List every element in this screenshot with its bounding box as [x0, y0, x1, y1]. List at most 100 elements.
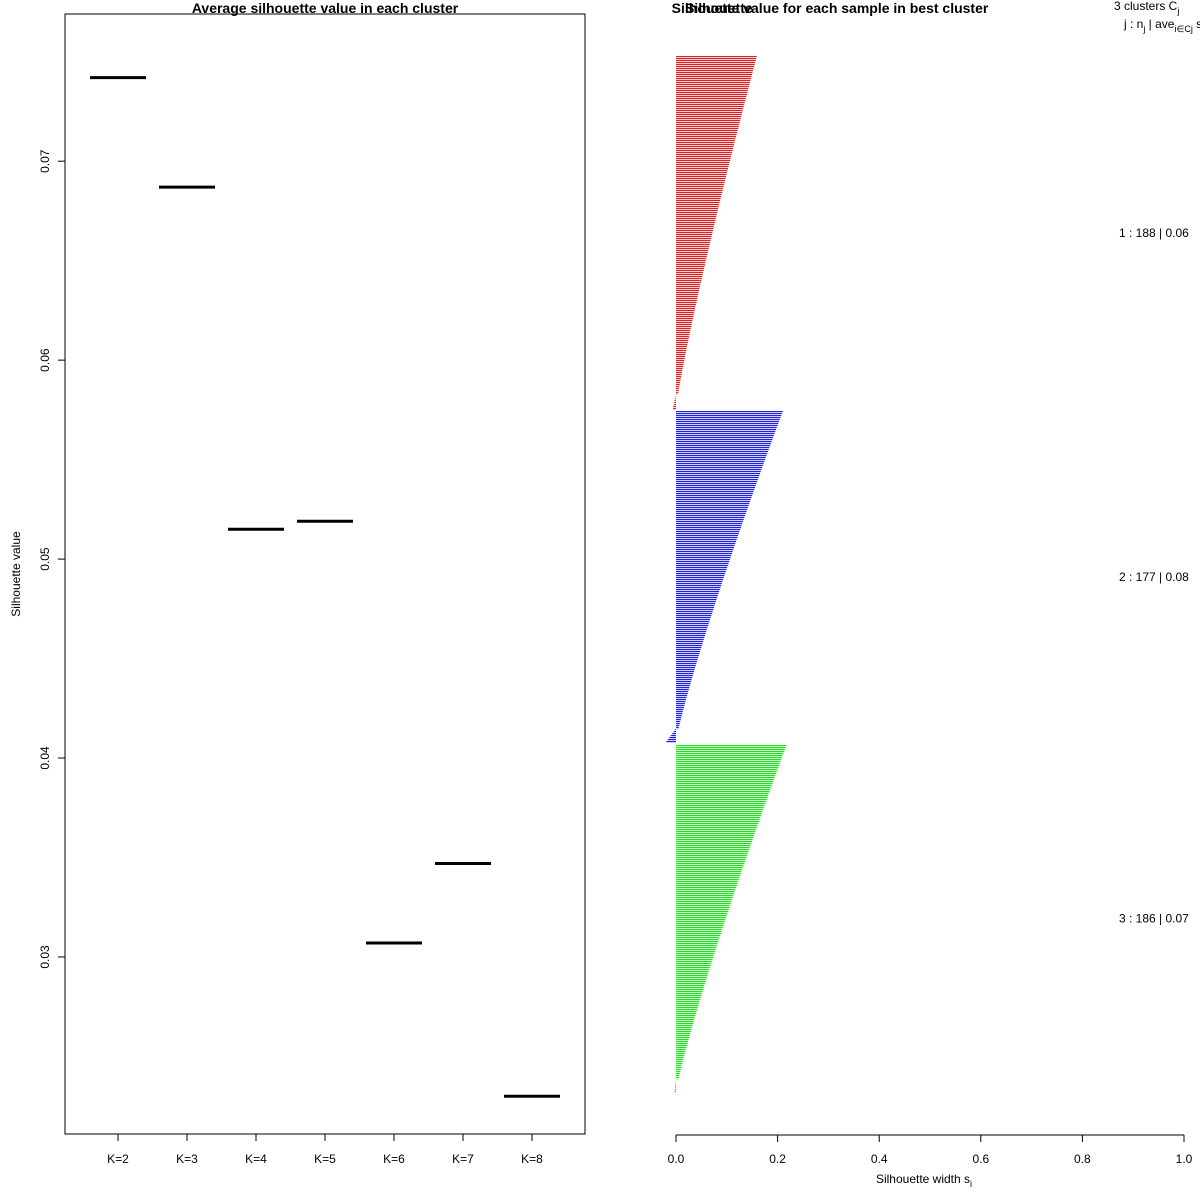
silhouette-bar-cluster-3	[676, 845, 751, 847]
silhouette-bar-cluster-2	[676, 513, 746, 515]
silhouette-bar-cluster-1	[676, 344, 688, 346]
left-chart: Average silhouette value in each cluster…	[9, 0, 586, 1166]
silhouette-bar-cluster-2	[676, 717, 682, 719]
silhouette-bar-cluster-1	[676, 56, 757, 58]
silhouette-bar-cluster-1	[676, 176, 727, 178]
silhouette-bar-cluster-1	[676, 284, 701, 286]
silhouette-bar-cluster-1	[676, 240, 711, 242]
silhouette-bar-cluster-2	[676, 613, 712, 615]
silhouette-bar-cluster-3	[676, 911, 729, 913]
silhouette-bar-cluster-1	[676, 72, 753, 74]
silhouette-bar-cluster-2	[676, 457, 766, 459]
silhouette-bar-cluster-2	[676, 555, 732, 557]
silhouette-bar-cluster-3	[676, 1015, 696, 1017]
silhouette-bar-cluster-1	[676, 70, 754, 72]
silhouette-bar-cluster-3	[676, 935, 721, 937]
silhouette-bar-cluster-1	[676, 378, 681, 380]
silhouette-bar-cluster-1	[676, 242, 711, 244]
silhouette-bar-cluster-2	[676, 691, 689, 693]
right-x-tick-label: 0.8	[1074, 1152, 1091, 1166]
silhouette-bar-cluster-3	[676, 895, 734, 897]
silhouette-bar-cluster-1	[676, 224, 715, 226]
silhouette-bar-cluster-1	[676, 244, 710, 246]
silhouette-bar-cluster-3	[675, 1083, 676, 1085]
silhouette-bar-cluster-2	[676, 689, 689, 691]
silhouette-bar-cluster-3	[676, 831, 756, 833]
silhouette-bar-cluster-1	[676, 208, 719, 210]
silhouette-bar-cluster-1	[676, 110, 743, 112]
silhouette-bar-cluster-2	[676, 567, 728, 569]
silhouette-bar-cluster-2	[676, 471, 761, 473]
silhouette-bar-cluster-1	[676, 356, 685, 358]
silhouette-bar-cluster-2	[676, 607, 714, 609]
silhouette-bar-cluster-3	[676, 993, 702, 995]
silhouette-bar-cluster-3	[676, 779, 774, 781]
silhouette-bar-cluster-3	[676, 969, 710, 971]
legend-header-line2: j : n	[1123, 17, 1143, 31]
silhouette-bar-cluster-1	[676, 146, 734, 148]
silhouette-bar-cluster-3	[676, 903, 731, 905]
silhouette-bar-cluster-2	[676, 623, 709, 625]
silhouette-bar-cluster-1	[676, 122, 740, 124]
silhouette-bar-cluster-3	[676, 937, 720, 939]
silhouette-bar-cluster-2	[676, 551, 733, 553]
silhouette-bar-cluster-2	[672, 733, 676, 735]
silhouette-bar-cluster-3	[676, 797, 768, 799]
silhouette-bar-cluster-3	[676, 751, 785, 753]
silhouette-bar-cluster-1	[676, 332, 690, 334]
silhouette-bar-cluster-2	[676, 701, 686, 703]
silhouette-bar-cluster-2	[676, 475, 760, 477]
silhouette-bar-cluster-1	[676, 124, 740, 126]
silhouette-bar-cluster-2	[676, 459, 766, 461]
silhouette-bar-cluster-2	[676, 521, 743, 523]
silhouette-bar-cluster-2	[676, 511, 747, 513]
silhouette-bar-cluster-3	[676, 975, 708, 977]
silhouette-bar-cluster-1	[676, 388, 680, 390]
silhouette-bar-cluster-3	[676, 919, 726, 921]
silhouette-bar-cluster-2	[676, 465, 763, 467]
silhouette-bar-cluster-1	[672, 408, 676, 410]
silhouette-bar-cluster-3	[676, 829, 757, 831]
silhouette-bar-cluster-2	[676, 571, 726, 573]
silhouette-bar-cluster-1	[676, 172, 728, 174]
silhouette-bar-cluster-3	[674, 1091, 676, 1093]
silhouette-bar-cluster-1	[676, 336, 690, 338]
silhouette-bar-cluster-1	[676, 314, 694, 316]
silhouette-bar-cluster-2	[676, 439, 773, 441]
silhouette-bar-cluster-3	[676, 847, 750, 849]
silhouette-bar-cluster-3	[676, 983, 705, 985]
silhouette-bar-cluster-1	[676, 158, 731, 160]
silhouette-bar-cluster-2	[676, 699, 687, 701]
silhouette-bar-cluster-3	[676, 945, 717, 947]
silhouette-bar-cluster-3	[676, 1069, 681, 1071]
left-x-tick-label: K=8	[521, 1152, 543, 1166]
silhouette-bar-cluster-1	[676, 254, 708, 256]
silhouette-bar-cluster-3	[676, 1031, 691, 1033]
silhouette-bar-cluster-2	[676, 703, 685, 705]
silhouette-bar-cluster-1	[676, 294, 699, 296]
silhouette-bar-cluster-3	[676, 819, 760, 821]
silhouette-bar-cluster-1	[676, 282, 701, 284]
cluster-1-bars	[672, 56, 757, 410]
silhouette-bar-cluster-2	[676, 719, 681, 721]
silhouette-bar-cluster-1	[676, 150, 733, 152]
silhouette-bar-cluster-3	[676, 963, 712, 965]
silhouette-bar-cluster-3	[676, 959, 713, 961]
silhouette-bar-cluster-3	[676, 801, 767, 803]
svg-text:3 clusters Cj: 3 clusters Cj	[1114, 0, 1179, 16]
silhouette-bar-cluster-3	[676, 1033, 691, 1035]
silhouette-bar-cluster-1	[676, 58, 757, 60]
cluster-3-bars	[674, 745, 787, 1093]
silhouette-bar-cluster-3	[676, 977, 707, 979]
silhouette-bar-cluster-3	[676, 961, 712, 963]
silhouette-bar-cluster-3	[676, 753, 784, 755]
silhouette-bar-cluster-2	[676, 575, 725, 577]
silhouette-bar-cluster-1	[676, 340, 689, 342]
legend-header-line2-sub2: i∈Cj	[1174, 24, 1192, 34]
silhouette-bar-cluster-3	[676, 841, 752, 843]
silhouette-bar-cluster-3	[676, 783, 773, 785]
silhouette-bar-cluster-3	[675, 1081, 677, 1083]
silhouette-bar-cluster-1	[676, 162, 730, 164]
silhouette-bar-cluster-1	[676, 164, 730, 166]
